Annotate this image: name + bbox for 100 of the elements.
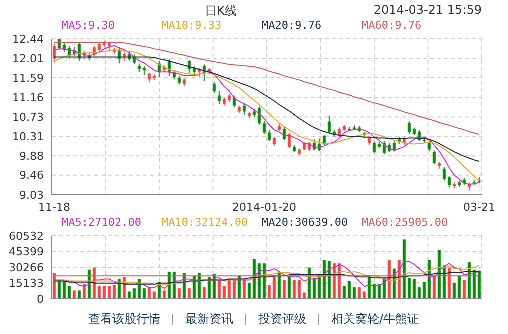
text: MA20:30639.00 <box>262 216 348 229</box>
candlestick <box>448 176 451 188</box>
text: 投资评级 <box>258 311 306 328</box>
text: 最新资讯 <box>185 311 234 328</box>
text: MA20:9.76 <box>262 19 322 32</box>
bar <box>128 292 131 299</box>
bar <box>362 292 366 299</box>
bar <box>142 288 146 299</box>
bar <box>68 286 71 299</box>
candlestick <box>148 72 151 83</box>
y-tick-label: 9.88 <box>20 150 44 164</box>
bar <box>458 276 461 299</box>
candlestick <box>258 106 261 126</box>
candlestick <box>272 136 276 147</box>
text: MA10:9.33 <box>162 19 222 32</box>
text: 相关窝轮/牛熊证 <box>331 311 420 328</box>
bar <box>52 272 56 299</box>
bar <box>112 285 116 299</box>
bar <box>132 288 136 299</box>
bar <box>228 280 231 299</box>
candlestick <box>232 95 236 108</box>
x-tick-label: 11-18 <box>38 200 70 214</box>
line-series <box>54 271 480 285</box>
bar <box>102 286 106 299</box>
chart-subtitle: 2014-03-21 15:59 <box>374 3 482 17</box>
bar <box>402 240 406 299</box>
text: MA5:27102.00 <box>62 216 142 229</box>
bar <box>208 277 211 299</box>
candlestick <box>218 90 221 104</box>
bar <box>348 281 351 299</box>
y-tick-label: 0 <box>37 292 44 306</box>
bar <box>478 270 481 299</box>
candlestick <box>408 120 411 135</box>
bar <box>328 262 331 299</box>
bar <box>298 280 301 299</box>
text: MA60:9.76 <box>362 19 422 32</box>
bar <box>322 260 326 299</box>
bar <box>368 277 371 299</box>
bar <box>218 280 221 299</box>
candlestick <box>432 150 436 165</box>
y-tick-label: 11.59 <box>12 72 44 85</box>
bar <box>448 268 451 299</box>
bar <box>312 278 316 299</box>
bar <box>352 288 356 299</box>
candlestick <box>212 82 216 94</box>
bar <box>62 281 66 299</box>
chart-title: 日K线 <box>205 3 237 20</box>
bar <box>452 283 456 299</box>
candlestick <box>288 132 291 149</box>
candlestick <box>442 166 446 182</box>
candlestick <box>268 130 271 142</box>
bar <box>282 280 286 299</box>
y-tick-label: 11.16 <box>12 91 44 104</box>
bar <box>462 280 466 299</box>
bar <box>412 279 416 299</box>
y-tick-label: 12.01 <box>12 52 44 66</box>
bar <box>418 288 421 299</box>
bar <box>248 283 251 299</box>
y-tick-label: 10.31 <box>12 130 44 144</box>
x-tick-label: 03-21 <box>464 200 496 214</box>
x-tick-label: 2014-01-20 <box>232 200 296 214</box>
bar <box>98 286 101 299</box>
bar <box>288 276 291 299</box>
candlestick <box>372 140 376 154</box>
bar <box>222 286 226 299</box>
bar <box>358 288 361 299</box>
candlestick <box>98 42 101 53</box>
bar <box>202 288 206 299</box>
text: MA10:32124.00 <box>162 216 248 229</box>
candlestick <box>262 120 266 135</box>
y-tick-label: 60532 <box>9 230 44 243</box>
y-tick-label: 30266 <box>9 261 44 274</box>
text: 查看该股行情 <box>88 311 160 328</box>
bar <box>188 288 191 299</box>
candlestick <box>242 103 246 116</box>
bar <box>272 275 276 299</box>
line-series <box>54 42 480 136</box>
y-tick-label: 15133 <box>9 277 44 290</box>
text: MA60:25905.00 <box>362 216 448 229</box>
bar <box>78 290 81 299</box>
bar <box>232 280 236 299</box>
series-label: MA5:9.30 <box>62 19 115 32</box>
bar <box>72 290 76 299</box>
bar <box>252 259 256 299</box>
bar <box>152 292 156 299</box>
bar <box>408 278 411 299</box>
candlestick <box>428 140 431 152</box>
y-tick-label: 45399 <box>9 246 44 259</box>
bar <box>342 286 346 299</box>
y-tick-label: 12.44 <box>12 32 44 46</box>
bar <box>178 288 181 299</box>
bar <box>242 280 246 299</box>
bar <box>268 285 271 299</box>
bar <box>162 290 166 299</box>
bar <box>432 275 436 299</box>
bar <box>148 288 151 299</box>
candlestick <box>322 134 326 146</box>
bar <box>108 286 111 299</box>
candlestick <box>328 115 331 134</box>
y-tick-label: 9.46 <box>20 169 44 182</box>
